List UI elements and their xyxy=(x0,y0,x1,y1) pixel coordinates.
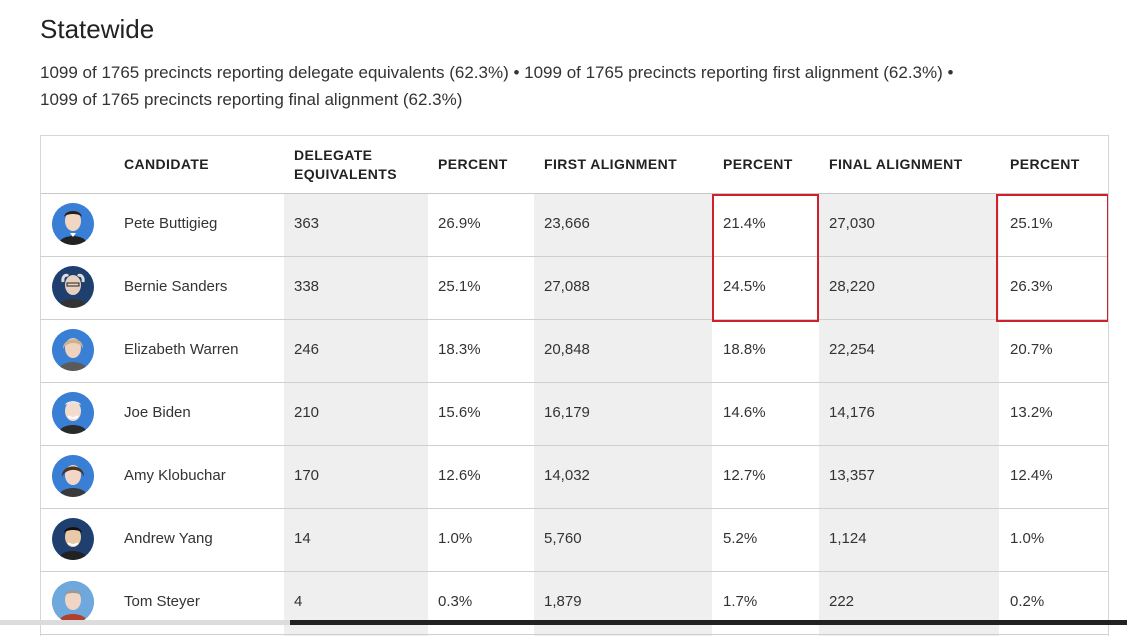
candidate-name: Elizabeth Warren xyxy=(124,341,239,358)
final-alignment: 27,030 xyxy=(829,215,875,232)
candidate-avatar xyxy=(52,329,94,371)
final-alignment-percent: 0.2% xyxy=(1010,593,1045,610)
page-title: Statewide xyxy=(40,14,155,44)
delegate-equivalents: 363 xyxy=(294,215,320,232)
person-icon xyxy=(52,392,94,434)
person-icon xyxy=(52,266,94,308)
delegate-equivalents: 246 xyxy=(294,341,320,358)
candidate-name: Bernie Sanders xyxy=(124,278,228,295)
first-alignment-percent: 21.4% xyxy=(723,215,766,232)
delegates-column-shade xyxy=(284,193,428,636)
final-alignment: 14,176 xyxy=(829,404,875,421)
delegate-percent: 18.3% xyxy=(438,341,481,358)
first-alignment-percent: 14.6% xyxy=(723,404,766,421)
first-alignment: 1,879 xyxy=(544,593,582,610)
scrollbar-thumb[interactable] xyxy=(290,620,1127,625)
first-alignment-percent: 12.7% xyxy=(723,467,766,484)
person-icon xyxy=(52,581,94,623)
first-alignment-column-shade xyxy=(534,193,712,636)
candidate-avatar xyxy=(52,203,94,245)
delegate-percent: 12.6% xyxy=(438,467,481,484)
final-alignment-percent: 20.7% xyxy=(1010,341,1053,358)
final-alignment: 22,254 xyxy=(829,341,875,358)
delegate-percent: 0.3% xyxy=(438,593,473,610)
final-alignment-percent: 12.4% xyxy=(1010,467,1053,484)
summary-line-1: 1099 of 1765 precincts reporting delegat… xyxy=(40,63,954,82)
first-alignment: 14,032 xyxy=(544,467,590,484)
header-delegate-line2: EQUIVALENTS xyxy=(294,166,397,182)
table-row: Elizabeth Warren 246 18.3% 20,848 18.8% … xyxy=(41,319,1108,383)
delegate-equivalents: 4 xyxy=(294,593,303,610)
candidate-avatar xyxy=(52,455,94,497)
header-final-alignment: FINAL ALIGNMENT xyxy=(829,156,963,172)
precincts-reporting-summary: 1099 of 1765 precincts reporting delegat… xyxy=(40,59,1030,113)
table-row: Bernie Sanders 338 25.1% 27,088 24.5% 28… xyxy=(41,256,1108,320)
final-alignment: 222 xyxy=(829,593,855,610)
person-icon xyxy=(52,518,94,560)
delegate-equivalents: 170 xyxy=(294,467,320,484)
final-alignment-percent: 1.0% xyxy=(1010,530,1045,547)
header-delegate-line1: DELEGATE xyxy=(294,147,373,163)
final-alignment-percent-highlight xyxy=(996,194,1108,322)
candidate-avatar xyxy=(52,518,94,560)
table-row: Andrew Yang 14 1.0% 5,760 5.2% 1,124 1.0… xyxy=(41,508,1108,572)
first-alignment-percent-highlight xyxy=(712,194,819,322)
delegate-percent: 25.1% xyxy=(438,278,481,295)
header-candidate: CANDIDATE xyxy=(124,156,210,172)
final-alignment-percent: 25.1% xyxy=(1010,215,1053,232)
header-percent-final: PERCENT xyxy=(1010,156,1080,172)
delegate-percent: 26.9% xyxy=(438,215,481,232)
header-percent-first: PERCENT xyxy=(723,156,793,172)
candidate-avatar xyxy=(52,266,94,308)
first-alignment: 27,088 xyxy=(544,278,590,295)
person-icon xyxy=(52,455,94,497)
final-alignment-percent: 13.2% xyxy=(1010,404,1053,421)
final-alignment-column-shade xyxy=(819,193,999,636)
person-icon xyxy=(52,329,94,371)
delegate-equivalents: 210 xyxy=(294,404,320,421)
table-row: Tom Steyer 4 0.3% 1,879 1.7% 222 0.2% xyxy=(41,571,1108,635)
candidate-avatar xyxy=(52,392,94,434)
person-icon xyxy=(52,203,94,245)
first-alignment-percent: 5.2% xyxy=(723,530,758,547)
delegate-percent: 1.0% xyxy=(438,530,473,547)
final-alignment: 13,357 xyxy=(829,467,875,484)
delegate-equivalents: 14 xyxy=(294,530,311,547)
table-header: CANDIDATE DELEGATE EQUIVALENTS PERCENT F… xyxy=(41,136,1108,194)
first-alignment: 23,666 xyxy=(544,215,590,232)
candidate-name: Andrew Yang xyxy=(124,530,213,547)
table-row: Joe Biden 210 15.6% 16,179 14.6% 14,176 … xyxy=(41,382,1108,446)
delegate-percent: 15.6% xyxy=(438,404,481,421)
first-alignment: 5,760 xyxy=(544,530,582,547)
header-first-alignment: FIRST ALIGNMENT xyxy=(544,156,678,172)
candidate-name: Pete Buttigieg xyxy=(124,215,218,232)
first-alignment: 20,848 xyxy=(544,341,590,358)
final-alignment: 1,124 xyxy=(829,530,867,547)
delegate-equivalents: 338 xyxy=(294,278,320,295)
table-row: Amy Klobuchar 170 12.6% 14,032 12.7% 13,… xyxy=(41,445,1108,509)
first-alignment-percent: 1.7% xyxy=(723,593,758,610)
first-alignment: 16,179 xyxy=(544,404,590,421)
candidate-name: Tom Steyer xyxy=(124,593,200,610)
candidate-name: Joe Biden xyxy=(124,404,191,421)
summary-line-2: 1099 of 1765 precincts reporting final a… xyxy=(40,90,463,109)
final-alignment-percent: 26.3% xyxy=(1010,278,1053,295)
first-alignment-percent: 18.8% xyxy=(723,341,766,358)
candidate-name: Amy Klobuchar xyxy=(124,467,226,484)
header-percent-delegates: PERCENT xyxy=(438,156,508,172)
final-alignment: 28,220 xyxy=(829,278,875,295)
first-alignment-percent: 24.5% xyxy=(723,278,766,295)
results-table: CANDIDATE DELEGATE EQUIVALENTS PERCENT F… xyxy=(40,135,1109,636)
horizontal-scrollbar[interactable] xyxy=(0,620,1127,625)
table-row: Pete Buttigieg 363 26.9% 23,666 21.4% 27… xyxy=(41,193,1108,257)
header-delegate-equivalents: DELEGATE EQUIVALENTS xyxy=(294,146,397,184)
candidate-avatar xyxy=(52,581,94,623)
